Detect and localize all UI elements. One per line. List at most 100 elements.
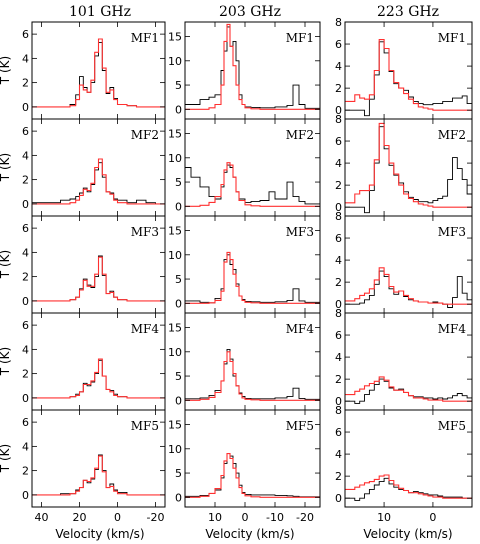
panel-label-203ghz-mf1: MF1: [286, 31, 314, 45]
ytick-label-223ghz-mf3-4: 4: [335, 254, 342, 267]
ytick-label-101ghz-mf3-2: 2: [22, 271, 29, 284]
ytick-label-223ghz-mf3-6: 6: [335, 232, 342, 245]
ytick-label-223ghz-mf2-6: 6: [335, 135, 342, 148]
xtick-label-223ghz-10: 10: [377, 511, 391, 524]
xtick-label-203ghz--20: -20: [296, 511, 314, 524]
series-observed-203ghz-mf5: [185, 453, 320, 498]
xtick-label-203ghz-10: 10: [208, 511, 222, 524]
ytick-label-101ghz-mf2-6: 6: [22, 125, 29, 138]
panel-label-101ghz-mf1: MF1: [131, 31, 159, 45]
ytick-label-101ghz-mf5-0: 0: [22, 489, 29, 502]
panel-223ghz-mf4: 0 2 4 6 8 MF4: [335, 307, 473, 411]
ytick-label-203ghz-mf3-15: 15: [168, 225, 182, 238]
series-model-223ghz-mf1: [345, 39, 472, 111]
series-observed-223ghz-mf4: [345, 378, 472, 404]
ytick-label-101ghz-mf2-0: 0: [22, 198, 29, 211]
series-model-101ghz-mf4: [32, 358, 165, 399]
series-model-203ghz-mf3: [185, 251, 320, 304]
ytick-label-223ghz-mf5-2: 2: [335, 470, 342, 483]
panel-frame-223ghz-mf5: [344, 409, 473, 508]
panel-label-223ghz-mf4: MF4: [438, 322, 467, 336]
panel-101ghz-mf3: 0 2 4 6 MF3: [22, 215, 166, 314]
panel-label-203ghz-mf3: MF3: [286, 225, 314, 239]
column-title-223ghz: 223 GHz: [377, 4, 439, 20]
series-model-101ghz-mf5: [32, 455, 165, 496]
ytick-label-223ghz-mf3-0: 0: [335, 298, 342, 311]
series-observed-223ghz-mf3: [345, 270, 472, 308]
series-model-223ghz-mf4: [345, 376, 472, 402]
panel-label-223ghz-mf2: MF2: [438, 128, 466, 142]
ytick-label-203ghz-mf4-0: 0: [175, 394, 182, 407]
panel-101ghz-mf2: 0 2 4 6 MF2: [22, 118, 166, 217]
column-title-203ghz: 203 GHz: [219, 4, 281, 20]
panel-label-203ghz-mf5: MF5: [286, 419, 314, 433]
ytick-label-223ghz-mf1-2: 2: [335, 82, 342, 95]
ytick-label-223ghz-mf1-6: 6: [335, 38, 342, 51]
y-axis-label-mf5: T (K): [0, 444, 12, 473]
panel-203ghz-mf1: 0 5 10 15 MF1: [168, 21, 321, 120]
ytick-label-101ghz-mf5-2: 2: [22, 465, 29, 478]
ytick-label-203ghz-mf5-0: 0: [175, 491, 182, 504]
series-model-203ghz-mf4: [185, 351, 320, 401]
series-model-101ghz-mf3: [32, 256, 165, 302]
ytick-label-223ghz-mf4-4: 4: [335, 351, 342, 364]
ytick-label-223ghz-mf1-4: 4: [335, 60, 342, 73]
panel-frame-101ghz-mf5: [31, 409, 166, 508]
ytick-label-101ghz-mf3-6: 6: [22, 222, 29, 235]
panel-101ghz-mf1: 0 2 4 6 MF1: [22, 21, 166, 120]
ytick-label-203ghz-mf2-10: 10: [168, 152, 182, 165]
x-axis-label-203ghz: Velocity (km/s): [205, 527, 294, 541]
ytick-label-223ghz-mf2-8: 8: [335, 113, 342, 126]
series-observed-101ghz-mf2: [32, 162, 165, 205]
ytick-label-223ghz-mf2-4: 4: [335, 157, 342, 170]
panel-203ghz-mf4: 0 5 10 15 MF4: [168, 312, 321, 411]
ytick-label-101ghz-mf2-2: 2: [22, 174, 29, 187]
x-axis-label-223ghz: Velocity (km/s): [363, 527, 452, 541]
x-axis-label-101ghz: Velocity (km/s): [55, 527, 144, 541]
ytick-label-223ghz-mf5-6: 6: [335, 426, 342, 439]
ytick-label-203ghz-mf1-5: 5: [175, 79, 182, 92]
panel-101ghz-mf4: 0 2 4 6 MF4: [22, 312, 166, 411]
ytick-label-203ghz-mf5-10: 10: [168, 443, 182, 456]
panel-label-203ghz-mf2: MF2: [286, 128, 314, 142]
ytick-label-101ghz-mf5-4: 4: [22, 440, 29, 453]
ytick-label-203ghz-mf3-5: 5: [175, 273, 182, 286]
series-observed-223ghz-mf5: [345, 477, 472, 501]
panel-frame-203ghz-mf5: [184, 409, 321, 508]
ytick-label-101ghz-mf4-6: 6: [22, 319, 29, 332]
ytick-label-223ghz-mf5-0: 0: [335, 492, 342, 505]
y-axis-label-mf1: T (K): [0, 56, 12, 85]
panel-223ghz-mf1: 0 2 4 6 8 MF1: [335, 16, 473, 120]
ytick-label-101ghz-mf3-0: 0: [22, 295, 29, 308]
series-observed-203ghz-mf4: [185, 348, 320, 400]
ytick-label-203ghz-mf1-0: 0: [175, 103, 182, 116]
ytick-label-203ghz-mf2-5: 5: [175, 176, 182, 189]
ytick-label-203ghz-mf3-10: 10: [168, 249, 182, 262]
ytick-label-203ghz-mf4-15: 15: [168, 322, 182, 335]
panel-203ghz-mf5: 0 5 10 15 MF5: [168, 409, 321, 508]
ytick-label-223ghz-mf3-8: 8: [335, 210, 342, 223]
xtick-label-101ghz-0: 0: [114, 511, 121, 524]
xtick-label-101ghz-40: 40: [35, 511, 49, 524]
ytick-label-223ghz-mf4-2: 2: [335, 373, 342, 386]
panel-label-101ghz-mf5: MF5: [131, 419, 159, 433]
ytick-label-203ghz-mf2-0: 0: [175, 200, 182, 213]
ytick-label-223ghz-mf4-0: 0: [335, 395, 342, 408]
panel-223ghz-mf3: 0 2 4 6 8 MF3: [335, 210, 473, 314]
panel-203ghz-mf3: 0 5 10 15 MF3: [168, 215, 321, 314]
ytick-label-223ghz-mf3-2: 2: [335, 276, 342, 289]
ytick-label-203ghz-mf4-10: 10: [168, 346, 182, 359]
series-model-101ghz-mf2: [32, 158, 165, 205]
ytick-label-203ghz-mf1-15: 15: [168, 31, 182, 44]
ytick-label-223ghz-mf2-2: 2: [335, 179, 342, 192]
panel-101ghz-mf5: 0 2 4 6 MF5: [22, 409, 166, 508]
ytick-label-101ghz-mf1-4: 4: [22, 52, 29, 65]
ytick-label-101ghz-mf1-6: 6: [22, 28, 29, 41]
y-axis-label-mf2: T (K): [0, 153, 12, 182]
ytick-label-101ghz-mf4-2: 2: [22, 368, 29, 381]
ytick-label-223ghz-mf4-8: 8: [335, 307, 342, 320]
y-axis-label-mf4: T (K): [0, 347, 12, 376]
ytick-label-203ghz-mf4-5: 5: [175, 370, 182, 383]
ytick-label-101ghz-mf4-4: 4: [22, 343, 29, 356]
